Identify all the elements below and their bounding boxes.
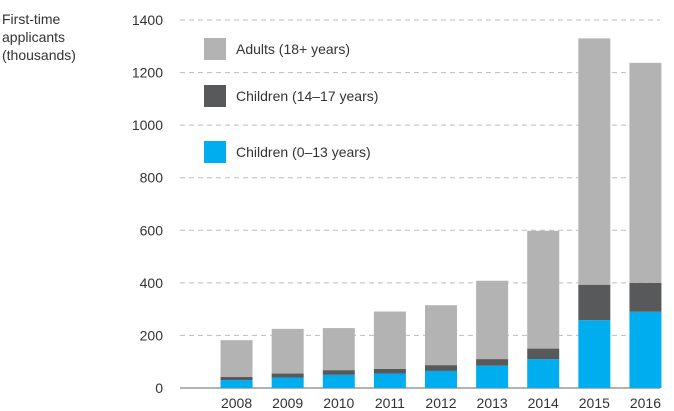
x-tick-label: 2016 (630, 395, 661, 411)
bar-segment-children-0-13 (425, 370, 457, 388)
bar-segment-children-14-17 (373, 368, 406, 374)
bar-segment-children-14-17 (322, 370, 355, 375)
y-tick-label: 1000 (132, 117, 163, 133)
legend-label: Children (0–13 years) (236, 144, 371, 160)
y-tick-label: 200 (140, 327, 164, 343)
y-tick-label: 800 (140, 170, 164, 186)
y-tick-label: 1200 (132, 65, 163, 81)
bar-segment-children-0-13 (220, 380, 253, 388)
x-tick-label: 2014 (528, 395, 559, 411)
bar-segment-children-14-17 (271, 373, 304, 378)
bar-segment-adults (527, 230, 560, 349)
bar-segment-children-0-13 (578, 320, 611, 388)
bar-segment-adults (271, 328, 304, 374)
y-tick-labels: 0 200 400 600 800 1000 1200 1400 (132, 12, 163, 396)
bar-segment-adults (476, 280, 509, 360)
bar-segment-adults (220, 340, 253, 377)
bar-segment-children-14-17 (527, 348, 560, 360)
y-tick-label: 1400 (132, 12, 163, 28)
x-tick-label: 2009 (272, 395, 303, 411)
legend: Adults (18+ years) Children (14–17 years)… (204, 38, 378, 163)
bar-segment-children-14-17 (220, 376, 253, 381)
bar-segment-adults (425, 305, 457, 366)
y-axis-label-line-3: (thousands) (2, 47, 76, 63)
bar-segment-adults (322, 328, 355, 371)
y-tick-label: 0 (155, 380, 163, 396)
bar-segment-children-14-17 (578, 284, 611, 321)
x-tick-label: 2012 (425, 395, 456, 411)
bar-segment-children-14-17 (476, 359, 509, 366)
bar-segment-children-0-13 (271, 377, 304, 388)
legend-label: Children (14–17 years) (236, 88, 378, 104)
bar-segment-children-14-17 (425, 365, 457, 371)
bar-segment-children-0-13 (322, 374, 355, 388)
legend-label: Adults (18+ years) (236, 41, 350, 57)
bar-segment-children-14-17 (629, 282, 662, 312)
x-tick-label: 2011 (375, 395, 405, 411)
x-tick-label: 2013 (477, 395, 508, 411)
bar-segment-adults (629, 62, 662, 283)
y-tick-label: 600 (140, 222, 164, 238)
x-tick-labels: 2008 2009 2010 2011 2012 2013 2014 2015 2016 (221, 395, 661, 411)
bar-segment-adults (578, 38, 611, 285)
y-axis-label-line-1: First-time (2, 11, 61, 27)
legend-swatch (204, 85, 226, 107)
legend-swatch (204, 38, 226, 60)
bar-segment-children-0-13 (629, 311, 662, 388)
legend-swatch (204, 141, 226, 163)
x-tick-label: 2015 (579, 395, 610, 411)
y-tick-label: 400 (140, 275, 164, 291)
x-tick-label: 2008 (221, 395, 252, 411)
x-tick-label: 2010 (323, 395, 354, 411)
y-axis-label-line-2: applicants (2, 29, 65, 45)
bar-segment-adults (373, 311, 406, 369)
bar-segment-children-0-13 (373, 373, 406, 388)
bar-segment-children-0-13 (527, 359, 560, 388)
bars (220, 38, 662, 388)
bar-segment-children-0-13 (476, 365, 509, 388)
